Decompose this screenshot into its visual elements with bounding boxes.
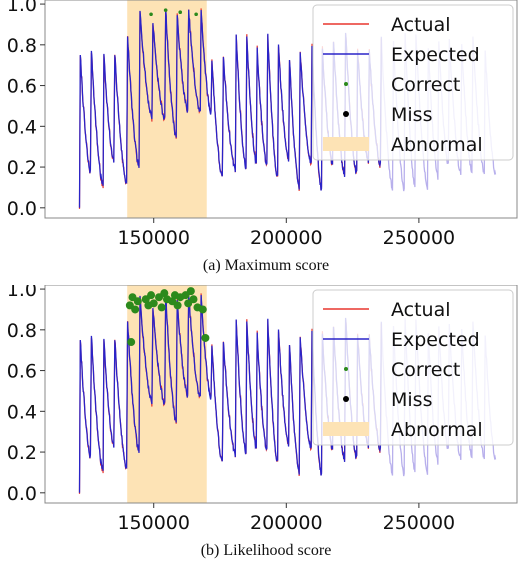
correct-marker bbox=[198, 305, 207, 314]
x-tick-label: 200000 bbox=[250, 227, 323, 249]
legend: Actual Expected Correct Miss Abnormal bbox=[312, 4, 514, 161]
y-tick-label: 0.8 bbox=[7, 35, 37, 57]
legend-label: Correct bbox=[391, 359, 460, 381]
correct-marker bbox=[194, 12, 198, 17]
legend-label: Actual bbox=[391, 14, 451, 36]
correct-marker bbox=[131, 305, 140, 314]
expected-series-line-tail bbox=[381, 318, 497, 477]
correct-marker bbox=[163, 8, 168, 12]
x-tick-label: 150000 bbox=[117, 512, 190, 534]
legend-label: Abnormal bbox=[391, 419, 483, 441]
correct-marker bbox=[186, 287, 195, 296]
correct-marker bbox=[133, 297, 142, 306]
y-tick-label: 0.4 bbox=[7, 116, 37, 138]
legend-label: Miss bbox=[391, 104, 432, 126]
chart-panel-b: 0.0 0.2 0.4 0.6 0.8 1.0 150000 200000 250000 Actu… bbox=[0, 285, 532, 570]
correct-marker bbox=[127, 338, 136, 347]
legend-label: Expected bbox=[391, 44, 480, 66]
plot-frame bbox=[44, 285, 518, 504]
correct-marker bbox=[157, 303, 166, 312]
y-tick-label: 0.8 bbox=[7, 320, 37, 342]
y-tick-label: 0.0 bbox=[7, 198, 37, 220]
correct-marker bbox=[149, 299, 158, 308]
legend-swatch bbox=[343, 111, 349, 117]
y-tick-label: 0.0 bbox=[7, 483, 37, 505]
chart-a: 0.0 0.2 0.4 0.6 0.8 1.0 150000 200000 250000 Actu… bbox=[7, 0, 518, 249]
y-tick-label: 0.4 bbox=[7, 401, 37, 423]
legend: Actual Expected Correct Miss Abnormal bbox=[312, 289, 514, 446]
caption-a: (a) Maximum score bbox=[202, 257, 330, 274]
correct-marker bbox=[160, 289, 169, 298]
correct-marker bbox=[201, 333, 210, 342]
legend-swatch bbox=[343, 396, 349, 402]
correct-marker bbox=[149, 12, 153, 17]
y-tick-label: 1.0 bbox=[7, 0, 37, 16]
legend-box bbox=[312, 289, 514, 446]
correct-marker bbox=[178, 10, 183, 15]
legend-label: Actual bbox=[391, 299, 451, 321]
y-tick-label: 0.6 bbox=[7, 361, 37, 383]
x-tick-label: 150000 bbox=[117, 227, 190, 249]
legend-label: Correct bbox=[391, 74, 460, 96]
plot-frame bbox=[44, 0, 518, 219]
expected-series-line-tail bbox=[381, 33, 497, 192]
legend-label: Expected bbox=[391, 329, 480, 351]
legend-label: Abnormal bbox=[391, 134, 483, 156]
x-tick-label: 250000 bbox=[383, 512, 456, 534]
legend-swatch bbox=[344, 82, 348, 86]
caption-b: (b) Likelihood score bbox=[200, 542, 332, 559]
legend-swatch bbox=[344, 367, 348, 371]
correct-marker bbox=[147, 291, 156, 300]
legend-swatch bbox=[323, 422, 369, 436]
x-tick-label: 250000 bbox=[383, 227, 456, 249]
legend-swatch bbox=[323, 137, 369, 151]
chart-panel-a: 0.0 0.2 0.4 0.6 0.8 1.0 150000 200000 250000 Actu… bbox=[7, 0, 518, 274]
y-tick-label: 1.0 bbox=[7, 285, 37, 301]
correct-marker bbox=[189, 295, 198, 304]
y-tick-label: 0.2 bbox=[7, 442, 37, 464]
expected-series-line bbox=[78, 9, 382, 208]
expected-series-line bbox=[78, 294, 382, 493]
chart-b: 0.0 0.2 0.4 0.6 0.8 1.0 150000 200000 250000 Actu… bbox=[7, 285, 518, 534]
y-tick-label: 0.2 bbox=[7, 157, 37, 179]
x-tick-label: 200000 bbox=[250, 512, 323, 534]
y-tick-label: 0.6 bbox=[7, 76, 37, 98]
legend-box bbox=[312, 4, 514, 161]
correct-marker bbox=[173, 301, 182, 310]
legend-label: Miss bbox=[391, 389, 432, 411]
